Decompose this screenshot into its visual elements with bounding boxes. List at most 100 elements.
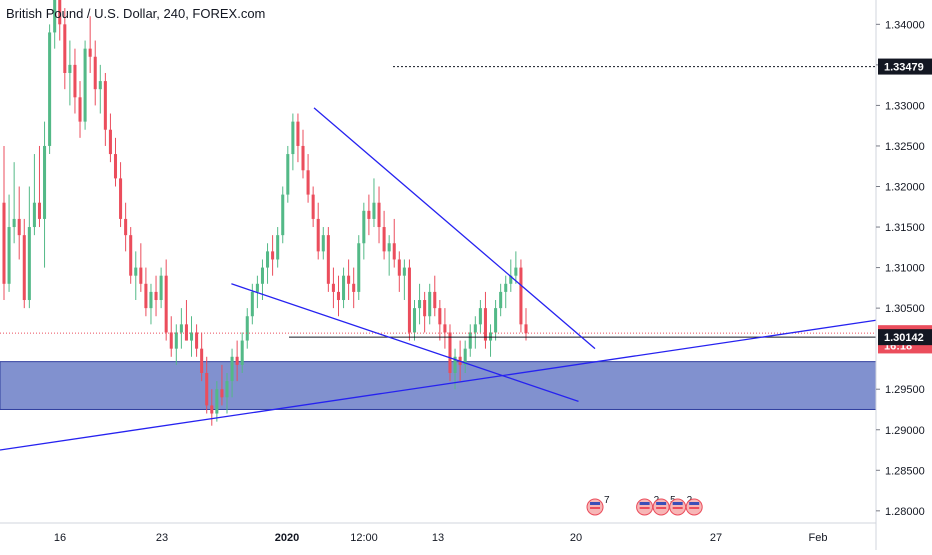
y-tick-label: 1.31000 <box>885 263 925 275</box>
y-tick-label: 1.29000 <box>885 425 925 437</box>
candle-body <box>286 154 290 195</box>
candle-body <box>392 243 396 260</box>
candle-body <box>387 243 391 252</box>
candle-body <box>200 348 204 373</box>
price-axis-background <box>876 0 932 550</box>
candle-body <box>43 145 47 219</box>
event-flag-stripe <box>590 502 601 505</box>
candle-body <box>179 324 183 333</box>
candle-body <box>311 194 315 219</box>
candle-body <box>129 235 133 276</box>
candle-body <box>316 218 320 252</box>
y-tick-label: 1.29500 <box>885 384 925 396</box>
candle-body <box>276 235 280 260</box>
candle-body <box>32 202 36 228</box>
candle-body <box>382 227 386 252</box>
candle-body <box>489 332 493 341</box>
x-tick-label: 13 <box>432 532 444 544</box>
y-tick-label: 1.32500 <box>885 141 925 153</box>
candle-body <box>453 356 457 373</box>
x-tick-label: 16 <box>54 532 66 544</box>
candle-body <box>250 291 254 317</box>
price-label: 1.33479 <box>878 58 932 75</box>
candle-body <box>119 178 123 219</box>
candle-body <box>342 275 346 301</box>
line-layer <box>0 66 877 451</box>
candle-body <box>301 145 305 171</box>
candle-body <box>468 332 472 349</box>
candle-body <box>266 251 270 268</box>
candle-body <box>159 275 163 301</box>
candle-body <box>7 227 11 284</box>
candle-body <box>357 243 361 292</box>
candle-body <box>53 0 57 33</box>
event-flag-icon <box>586 498 604 516</box>
candle-body <box>230 356 234 382</box>
x-tick-label: 23 <box>156 532 168 544</box>
candle-body <box>367 210 371 219</box>
candle-body <box>423 300 427 317</box>
price-label: 1.30142 <box>878 329 932 346</box>
candle-body <box>281 194 285 236</box>
candle-body <box>93 56 97 90</box>
x-tick-label: 27 <box>710 532 722 544</box>
candle-body <box>205 372 209 406</box>
candle-body <box>418 300 422 309</box>
candle-body <box>245 316 249 341</box>
candle-body <box>347 275 351 284</box>
candle-body <box>260 267 264 284</box>
event-layer: 7252 <box>586 495 703 516</box>
candle-body <box>83 48 87 122</box>
candle-body <box>2 202 6 284</box>
candle-body <box>326 235 330 284</box>
candle-body <box>27 227 31 301</box>
candle-body <box>169 332 173 349</box>
candle-body <box>407 267 411 333</box>
candle-body <box>108 129 112 155</box>
candle-body <box>336 291 341 301</box>
candle-body <box>306 170 310 195</box>
candle-body <box>154 291 158 301</box>
candle-body <box>478 308 482 325</box>
candle-body <box>12 218 16 228</box>
candle-body <box>321 235 325 252</box>
candle-body <box>433 291 437 309</box>
candle-body <box>362 210 366 244</box>
candle-body <box>240 340 244 365</box>
candle-body <box>412 308 417 333</box>
candle-body <box>149 291 153 309</box>
candle-body <box>524 324 528 334</box>
candle-body <box>463 348 467 365</box>
candle-body <box>215 389 219 414</box>
candle-body <box>377 202 381 228</box>
event-flag-stripe <box>590 507 601 509</box>
event-flag-icon <box>652 498 670 516</box>
price-label-box <box>878 329 932 346</box>
event-flag-stripe <box>656 507 667 509</box>
event-flag-stripe <box>672 507 683 509</box>
trendline-support <box>0 319 877 451</box>
candle-body <box>499 291 503 309</box>
candle-body <box>397 259 401 276</box>
candle-body <box>144 283 148 309</box>
candle-body <box>220 389 224 398</box>
candle-layer <box>2 0 528 426</box>
event-flag-icon <box>669 498 687 516</box>
event-flag-icon <box>636 498 654 516</box>
event-flag-stripe <box>689 502 700 505</box>
candle-body <box>98 81 102 90</box>
candle-body <box>438 308 442 325</box>
candle-body <box>504 283 508 292</box>
y-tick-label: 1.33000 <box>885 100 925 112</box>
candle-body <box>124 218 128 236</box>
candle-body <box>174 332 178 349</box>
candle-body <box>443 324 447 333</box>
candle-body <box>103 81 107 130</box>
candle-body <box>271 251 275 260</box>
x-tick-label: Feb <box>809 532 828 544</box>
candle-body <box>235 356 239 365</box>
y-tick-label: 1.28500 <box>885 465 925 477</box>
